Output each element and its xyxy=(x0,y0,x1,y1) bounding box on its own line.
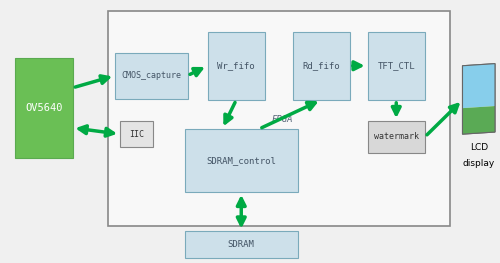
Text: FPGA: FPGA xyxy=(272,115,293,124)
Text: IIC: IIC xyxy=(128,130,144,139)
Text: Rd_fifo: Rd_fifo xyxy=(302,61,340,70)
FancyBboxPatch shape xyxy=(108,11,450,226)
FancyBboxPatch shape xyxy=(368,121,425,153)
FancyBboxPatch shape xyxy=(208,32,265,100)
Text: CMOS_capture: CMOS_capture xyxy=(121,71,181,80)
Polygon shape xyxy=(462,64,495,134)
FancyBboxPatch shape xyxy=(185,129,298,192)
Polygon shape xyxy=(462,64,495,108)
FancyBboxPatch shape xyxy=(368,32,425,100)
FancyBboxPatch shape xyxy=(115,53,188,99)
Text: display: display xyxy=(463,159,495,168)
Text: SDRAM_control: SDRAM_control xyxy=(206,156,276,165)
Text: OV5640: OV5640 xyxy=(25,103,62,113)
FancyBboxPatch shape xyxy=(185,231,298,258)
FancyBboxPatch shape xyxy=(292,32,350,100)
FancyBboxPatch shape xyxy=(15,58,72,158)
Text: LCD: LCD xyxy=(470,143,488,152)
FancyBboxPatch shape xyxy=(120,121,152,147)
Text: SDRAM: SDRAM xyxy=(228,240,254,249)
Text: watermark: watermark xyxy=(374,132,419,141)
Text: TFT_CTL: TFT_CTL xyxy=(378,61,415,70)
Text: Wr_fifo: Wr_fifo xyxy=(218,61,255,70)
Polygon shape xyxy=(462,106,495,134)
